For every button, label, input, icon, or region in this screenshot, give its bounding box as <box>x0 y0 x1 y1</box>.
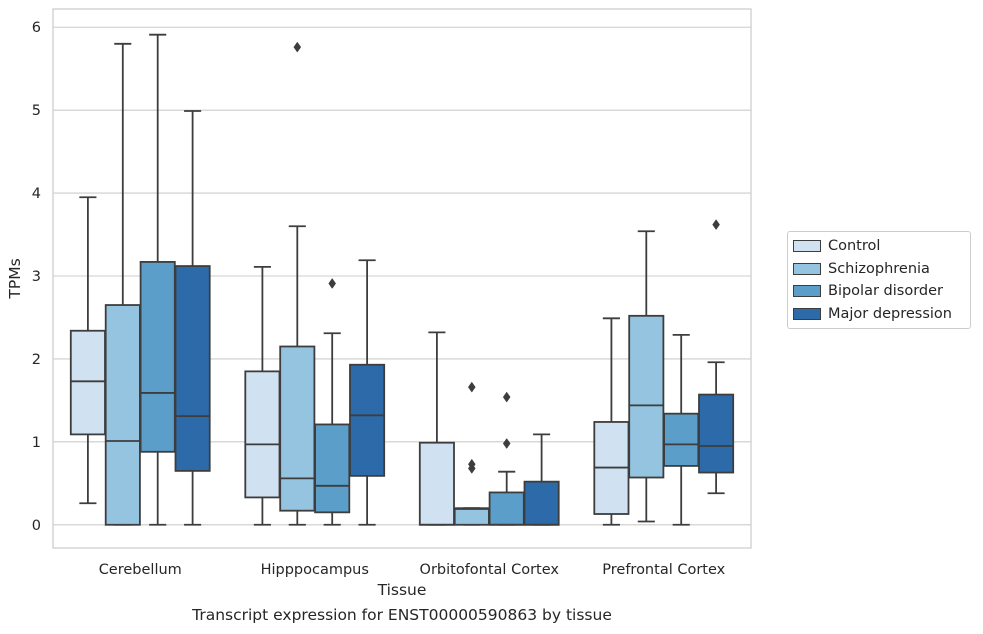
outlier-point <box>328 278 337 289</box>
x-axis-label: Tissue <box>377 581 427 599</box>
legend-label: Control <box>828 238 881 255</box>
box-schizophrenia <box>453 507 490 526</box>
outlier-point <box>712 219 720 231</box>
legend-swatch <box>793 240 821 253</box>
box-major-depression <box>698 393 735 474</box>
y-tick-label: 0 <box>32 518 41 534</box>
box-control <box>244 370 281 499</box>
outlier-point <box>467 458 476 470</box>
x-tick-label: Cerebellum <box>99 562 182 578</box>
box-control <box>418 441 455 526</box>
legend-item: Bipolar disorder <box>788 280 970 303</box>
y-tick-label: 5 <box>32 103 41 119</box>
legend-swatch <box>793 285 821 298</box>
x-tick-label: Prefrontal Cortex <box>602 562 725 578</box>
box-bipolar-disorder <box>663 412 700 467</box>
box-control <box>69 329 106 436</box>
box-bipolar-disorder <box>488 491 525 526</box>
legend-swatch <box>793 307 821 320</box>
box-bipolar-disorder <box>139 261 176 453</box>
box-schizophrenia <box>104 304 141 526</box>
outlier-point <box>502 391 511 403</box>
outlier-point <box>502 438 511 449</box>
legend-item: Major depression <box>788 303 970 326</box>
legend-item: Schizophrenia <box>788 258 970 281</box>
box-major-depression <box>174 265 211 472</box>
x-tick-label: Orbitofontal Cortex <box>420 562 560 578</box>
legend: Control Schizophrenia Bipolar disorder Majo… <box>787 231 971 329</box>
box-bipolar-disorder <box>314 423 351 514</box>
y-axis-label: TPMs <box>6 258 24 299</box>
figure-caption: Transcript expression for ENST0000059086… <box>192 606 612 624</box>
box-schizophrenia <box>279 345 316 512</box>
y-tick-label: 1 <box>32 435 41 451</box>
legend-label: Bipolar disorder <box>828 283 943 300</box>
box-major-depression <box>349 363 386 477</box>
box-major-depression <box>523 480 560 526</box>
y-tick-label: 2 <box>32 352 41 368</box>
legend-label: Major depression <box>828 305 952 322</box>
outlier-point <box>467 381 476 393</box>
y-tick-label: 4 <box>32 186 41 202</box>
legend-label: Schizophrenia <box>828 260 930 277</box>
y-tick-label: 3 <box>32 269 41 285</box>
outlier-point <box>293 41 302 53</box>
y-tick-label: 6 <box>32 20 41 36</box>
legend-item: Control <box>788 235 970 258</box>
x-tick-label: Hipppocampus <box>261 562 369 578</box>
legend-swatch <box>793 262 821 275</box>
box-schizophrenia <box>628 314 665 479</box>
